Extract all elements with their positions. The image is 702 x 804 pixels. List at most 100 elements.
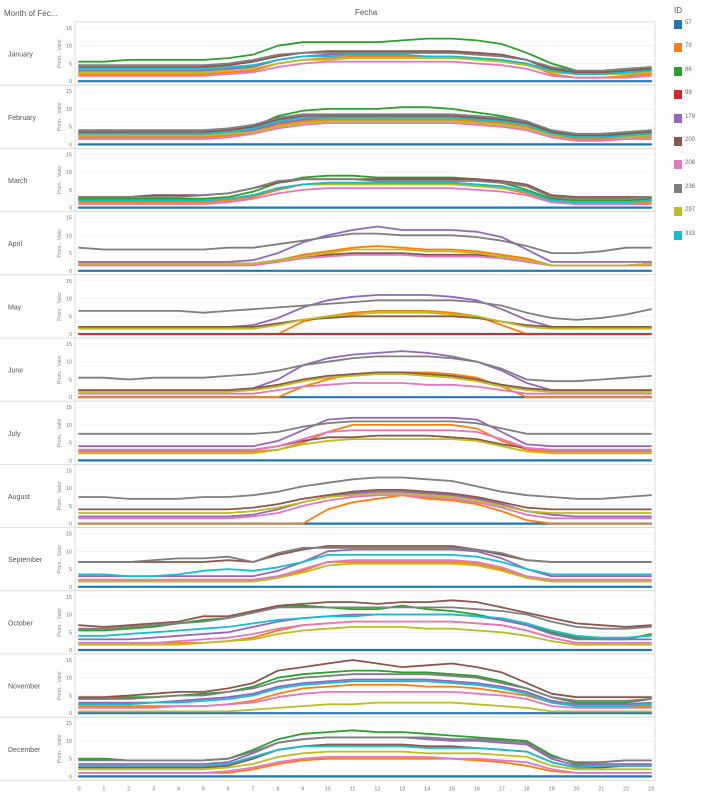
series-line-86	[78, 37, 652, 75]
panel-december: 0 5 10 15 Prom... Valor December	[0, 716, 656, 781]
series-line-86	[78, 174, 652, 202]
y-tick-label: 5	[69, 251, 72, 257]
series-line-297	[78, 626, 652, 646]
y-tick-label: 5	[69, 188, 72, 194]
y-tick-label: 5	[69, 567, 72, 573]
series-line-208	[78, 60, 652, 79]
series-line-200	[78, 488, 652, 511]
legend-label: 297	[685, 207, 696, 214]
series-line-236	[78, 232, 652, 255]
panel-march: 0 5 10 15 Prom... Valor March	[0, 147, 656, 213]
series-line-297	[78, 750, 652, 771]
legend-title: ID	[674, 6, 682, 15]
series-line-208	[78, 382, 652, 395]
legend-item-236[interactable]: 236	[672, 183, 700, 194]
month-label: October	[8, 620, 34, 627]
y-tick-label: 10	[66, 44, 72, 50]
series-line-236	[78, 673, 652, 702]
x-tick-label: 18	[524, 786, 530, 792]
panel-july: 0 5 10 15 Prom... Valor July	[0, 400, 656, 465]
series-line-297	[78, 248, 652, 267]
x-tick-label: 8	[276, 786, 279, 792]
series-line-79	[78, 423, 652, 453]
legend-item-99[interactable]: 99	[672, 90, 700, 100]
legend-swatch	[674, 230, 682, 240]
y-tick-label: 5	[69, 693, 72, 699]
y-tick-label: 0	[69, 648, 72, 654]
panel-may: 0 5 10 15 Prom... Valor May	[0, 274, 656, 339]
y-tick-label: 10	[66, 297, 72, 303]
x-tick-label: 23	[648, 786, 654, 792]
x-tick-label: 16	[474, 786, 480, 792]
legend-item-57[interactable]: 57	[672, 20, 700, 30]
x-tick-label: 6	[227, 786, 230, 792]
series-line-297	[78, 57, 652, 75]
legend-item-200[interactable]: 200	[672, 137, 700, 147]
series-line-79	[78, 55, 652, 79]
y-tick-label: 10	[66, 549, 72, 555]
series-line-208	[78, 620, 652, 644]
series-line-200	[78, 599, 652, 628]
legend-label: 236	[685, 183, 696, 190]
panel-january: 0 5 10 15 Prom... Valor January	[0, 21, 656, 86]
y-tick-label: 15	[66, 721, 72, 727]
y-axis-label: Prom... Valor	[57, 418, 63, 447]
legend-item-179[interactable]: 179	[672, 113, 700, 124]
legend-item-86[interactable]: 86	[672, 66, 700, 77]
y-axis-label: Prom... Valor	[57, 102, 63, 131]
series-line-179	[78, 548, 652, 578]
legend-item-79[interactable]: 79	[672, 43, 700, 53]
series-line-333	[78, 745, 652, 769]
legend-item-333[interactable]: 333	[672, 230, 700, 241]
y-tick-label: 0	[69, 269, 72, 275]
y-tick-label: 15	[66, 279, 72, 285]
y-tick-label: 10	[66, 107, 72, 113]
legend-swatch	[674, 183, 682, 193]
y-axis-label: Prom... Valor	[57, 165, 63, 194]
y-tick-label: 10	[66, 233, 72, 239]
x-tick-label: 22	[623, 786, 629, 792]
series-line-333	[78, 680, 652, 707]
legend-item-297[interactable]: 297	[672, 207, 700, 217]
x-tick-label: 5	[202, 786, 205, 792]
legend-label: 57	[685, 20, 692, 26]
panel-june: 0 5 10 15 Prom... Valor June	[0, 337, 656, 402]
y-tick-label: 5	[69, 441, 72, 447]
series-line-236	[78, 299, 652, 321]
panel-frame	[74, 400, 656, 465]
legend-item-208[interactable]: 208	[672, 160, 700, 170]
series-line-236	[78, 51, 652, 72]
series-line-236	[78, 178, 652, 200]
series-line-236	[78, 736, 652, 764]
x-tick-label: 21	[598, 786, 604, 792]
x-tick-label: 19	[548, 786, 554, 792]
y-tick-label: 10	[66, 613, 72, 619]
series-line-236	[78, 420, 652, 435]
series-line-208	[78, 122, 652, 142]
series-line-297	[78, 701, 652, 713]
y-tick-label: 0	[69, 142, 72, 148]
panel-february: 0 5 10 15 Prom... Valor February	[0, 84, 656, 149]
legend-label: 179	[685, 113, 696, 120]
y-tick-label: 15	[66, 658, 72, 664]
legend-swatch	[674, 66, 682, 76]
legend-swatch	[674, 113, 682, 123]
legend-swatch	[674, 137, 682, 146]
month-label: April	[8, 241, 22, 248]
series-line-179	[78, 225, 652, 263]
month-label: March	[8, 178, 28, 185]
series-line-297	[78, 438, 652, 455]
y-tick-label: 15	[66, 468, 72, 474]
y-tick-label: 5	[69, 377, 72, 383]
y-tick-label: 15	[66, 532, 72, 538]
legend-swatch	[674, 20, 682, 29]
x-tick-label: 13	[399, 786, 405, 792]
y-tick-label: 15	[66, 26, 72, 32]
y-tick-label: 5	[69, 125, 72, 131]
series-line-236	[78, 476, 652, 500]
y-tick-label: 15	[66, 405, 72, 411]
legend-swatch	[674, 160, 682, 170]
legend-swatch	[674, 43, 682, 53]
series-line-236	[78, 113, 652, 135]
